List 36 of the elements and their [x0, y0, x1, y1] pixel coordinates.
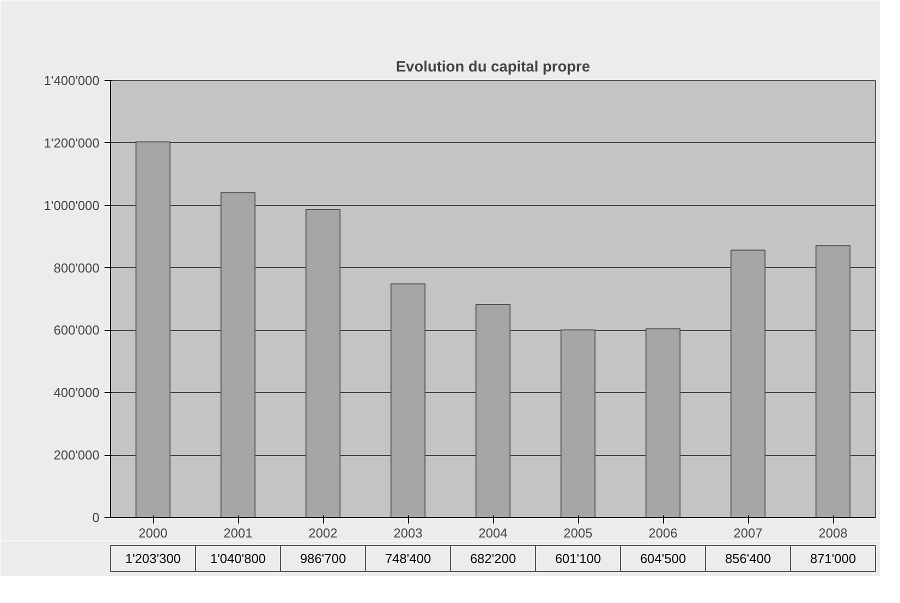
bar — [560, 329, 596, 518]
x-tick-label: 2003 — [394, 526, 422, 540]
data-label: 871'000 — [810, 551, 856, 566]
data-label: 682'200 — [470, 551, 516, 566]
data-label: 986'700 — [300, 551, 346, 566]
y-tick-label: 1'400'000 — [44, 73, 100, 88]
x-tick-label: 2006 — [648, 526, 678, 540]
bar — [390, 283, 426, 518]
x-tick-label: 2001 — [224, 526, 252, 540]
bar — [730, 250, 766, 518]
data-label: 856'400 — [725, 551, 771, 566]
y-tick-label: 1'000'000 — [44, 198, 100, 213]
x-tick-label: 2002 — [308, 526, 338, 540]
y-tick-label: 1'200'000 — [44, 135, 100, 150]
y-tick-label: 200'000 — [54, 448, 100, 463]
bar — [476, 304, 510, 518]
bar — [646, 328, 680, 518]
x-tick-label: 2004 — [478, 526, 508, 540]
data-label: 601'100 — [555, 551, 601, 566]
data-label: 748'400 — [385, 551, 431, 566]
bar — [220, 192, 256, 518]
bar — [816, 245, 850, 518]
y-tick-label: 800'000 — [54, 260, 100, 276]
data-label: 1'203'300 — [125, 551, 181, 566]
y-tick-label: 400'000 — [54, 385, 100, 400]
bar — [306, 209, 340, 518]
y-tick-label: 0 — [92, 510, 100, 525]
x-tick-label: 2008 — [818, 526, 848, 540]
data-label: 1'040'800 — [210, 551, 266, 566]
data-label: 604'500 — [640, 551, 686, 566]
chart-title: Evolution du capital propre — [396, 58, 590, 76]
x-tick-label: 2000 — [138, 526, 168, 540]
bar — [136, 141, 170, 518]
y-tick-label: 600'000 — [54, 322, 100, 338]
x-tick-label: 2007 — [734, 526, 762, 540]
x-tick-label: 2005 — [564, 526, 592, 540]
